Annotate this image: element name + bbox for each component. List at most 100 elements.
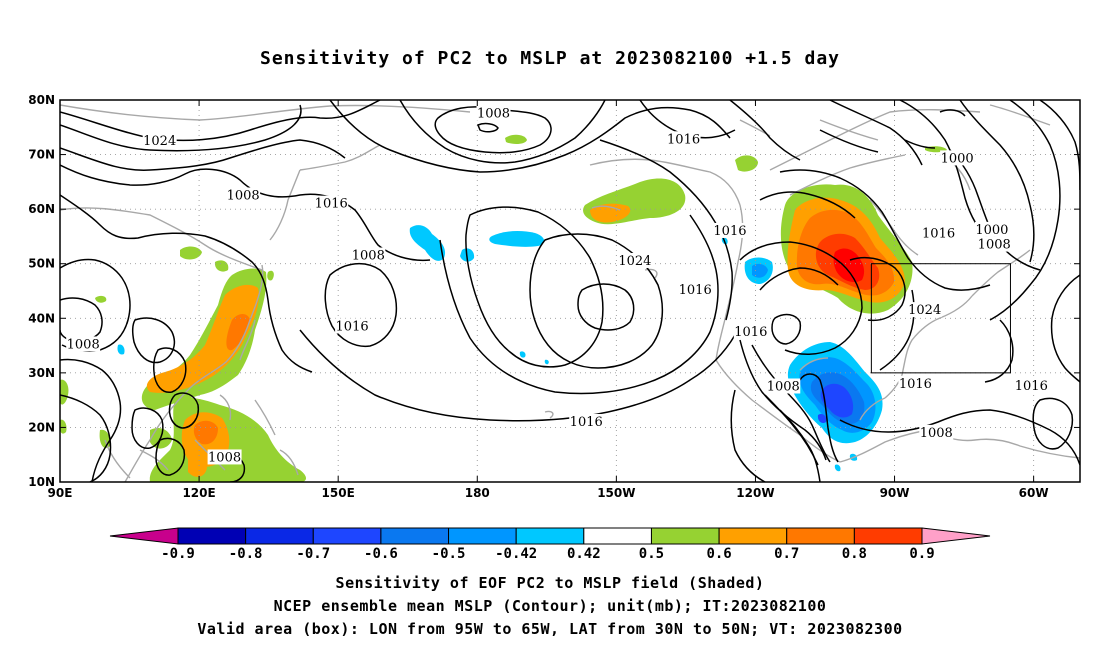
lat-tick-label: 10N [28,475,55,489]
contour-label: 1000 [975,223,1008,238]
colorbar-label: -0.9 [161,546,195,562]
colorbar-label: -0.42 [495,546,537,562]
contour-label-bg [226,187,261,203]
colorbar-segment [312,527,382,545]
contour-label-bg [678,281,713,297]
lat-tick-label: 20N [28,420,55,434]
contour-label-bg [974,221,1009,237]
contour-label: 1024 [908,303,941,318]
colorbar-segment [718,527,788,545]
contour-label-bg [351,247,386,263]
contour-label: 1016 [922,227,955,242]
lon-tick-label: 120W [736,486,774,500]
contour-label: 1008 [208,450,241,465]
mslp-contours [60,100,1080,482]
contour-label-bg [766,378,801,394]
caption-valid-area: Valid area (box): LON from 95W to 65W, L… [197,620,903,638]
map-axes: 90E 120E 150E 180 150W 120W 90W 60W 80N 70N 60N 50N… [28,93,1080,500]
lat-tick-label: 70N [28,148,55,162]
colorbar-label: 0.8 [842,546,867,562]
colorbar-label: 0.6 [706,546,731,562]
contour-label: 1008 [67,337,100,352]
contour-label-bg [977,236,1012,252]
contour-label: 1008 [227,189,260,204]
lat-tick-label: 30N [28,366,55,380]
contour-label-bg [898,375,933,391]
contour-label: 1016 [1015,379,1048,394]
contour-label: 1016 [713,224,746,239]
contour-label-bg [476,105,511,121]
positive-sensitivity-red [833,248,865,283]
colorbar-label: 0.5 [639,546,664,562]
colorbar-label: 0.42 [567,546,601,562]
lat-tick-label: 40N [28,311,55,325]
contour-label: 1016 [734,325,767,340]
contour-label-bg [569,413,604,429]
colorbar-segment [245,527,314,545]
valid-area-box [870,263,1011,374]
negative-sensitivity-strongblue [817,383,854,424]
contour-label: 1016 [570,415,603,430]
colorbar-segment [786,527,855,545]
contour-label: 1024 [618,254,651,269]
contour-label-bg [712,222,747,238]
colorbar-segment [650,527,720,545]
colorbar: -0.9 -0.8 -0.7 -0.6 -0.5 -0.42 0.42 0.5 0.6 0.7 0.… [109,527,991,562]
colorbar-segment [448,527,517,545]
lon-tick-label: 150W [597,486,635,500]
caption-shading: Sensitivity of EOF PC2 to MSLP field (Sh… [335,574,765,592]
lat-tick-label: 80N [28,93,55,107]
contour-label-bg [617,252,652,268]
colorbar-low-extend [109,527,179,545]
lon-tick-label: 150E [322,486,355,500]
lon-tick-label: 60W [1019,486,1049,500]
contour-label-bg [1014,377,1049,393]
lat-tick-label: 50N [28,257,55,271]
colorbar-high-extend [921,527,991,545]
contour-label-bg [666,131,701,147]
colorbar-segment [853,527,923,545]
colorbar-segment [515,527,585,545]
contour-label: 1016 [899,377,932,392]
contour-label-bg [335,318,370,334]
contour-label: 1000 [941,151,974,166]
contour-label-bg [142,132,177,148]
colorbar-label: -0.8 [229,546,263,562]
colorbar-segment [583,527,652,545]
plot-frame [59,99,1081,483]
colorbar-segment [380,527,450,545]
lat-tick-label: 60N [28,202,55,216]
colorbar-segment [177,527,247,545]
contour-label: 1008 [477,107,510,122]
map-title: Sensitivity of PC2 to MSLP at 2023082100… [259,48,840,69]
contour-label-bg [733,323,768,339]
contour-label-bg [940,150,975,166]
contour-label-bg [919,424,954,440]
sensitivity-shading [60,134,947,482]
colorbar-label: -0.5 [432,546,466,562]
contour-label: 1024 [143,134,176,149]
contour-label-bg [314,195,349,211]
contour-label: 1016 [679,283,712,298]
contour-label: 1008 [767,380,800,395]
colorbar-label: -0.7 [296,546,330,562]
lon-tick-label: 90E [48,486,73,500]
lon-tick-label: 120E [182,486,215,500]
contour-label-bg [921,225,956,241]
contour-label: 1008 [978,238,1011,253]
contour-label: 1008 [352,249,385,264]
coastlines [60,104,1080,482]
lon-tick-label: 180 [465,486,490,500]
colorbar-label: 0.9 [909,546,934,562]
colorbar-label: -0.6 [364,546,398,562]
contour-label: 1016 [315,197,348,212]
colorbar-label: 0.7 [774,546,799,562]
contour-label-bg [207,449,242,465]
contour-label: 1008 [920,426,953,441]
lon-tick-label: 90W [880,486,910,500]
contour-label-bg [66,336,101,352]
caption-contour: NCEP ensemble mean MSLP (Contour); unit(… [273,597,827,615]
contour-label-bg [907,302,942,318]
contour-label: 1016 [667,132,700,147]
